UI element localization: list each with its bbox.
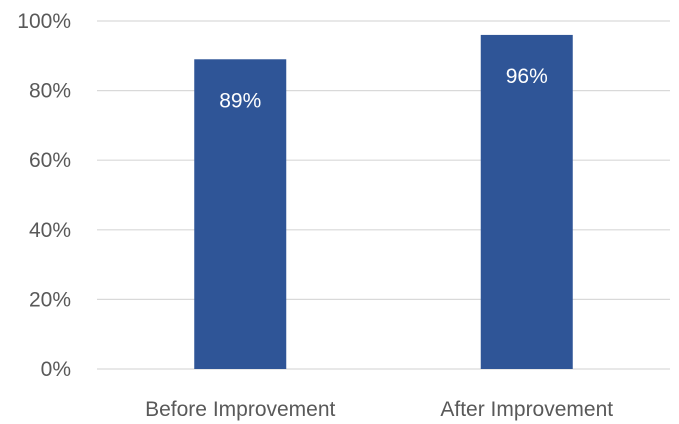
data-label: 96% [506,65,548,88]
bars [194,34,573,370]
y-tick-label: 20% [29,288,71,311]
y-tick-label: 100% [17,10,71,33]
x-category-label: After Improvement [440,398,613,421]
y-tick-label: 60% [29,149,71,172]
gridlines [97,20,670,370]
y-tick-label: 0% [41,358,71,381]
bar-before-improvement [194,59,287,369]
x-axis-category-labels: Before Improvement After Improvement [145,398,613,421]
data-label: 89% [219,89,261,112]
x-category-label: Before Improvement [145,398,335,421]
y-tick-label: 80% [29,80,71,103]
data-labels: 89% 96% [219,65,548,112]
bar-after-improvement [480,34,573,370]
y-axis-tick-labels: 0% 20% 40% 60% 80% 100% [17,10,71,381]
y-tick-label: 40% [29,219,71,242]
